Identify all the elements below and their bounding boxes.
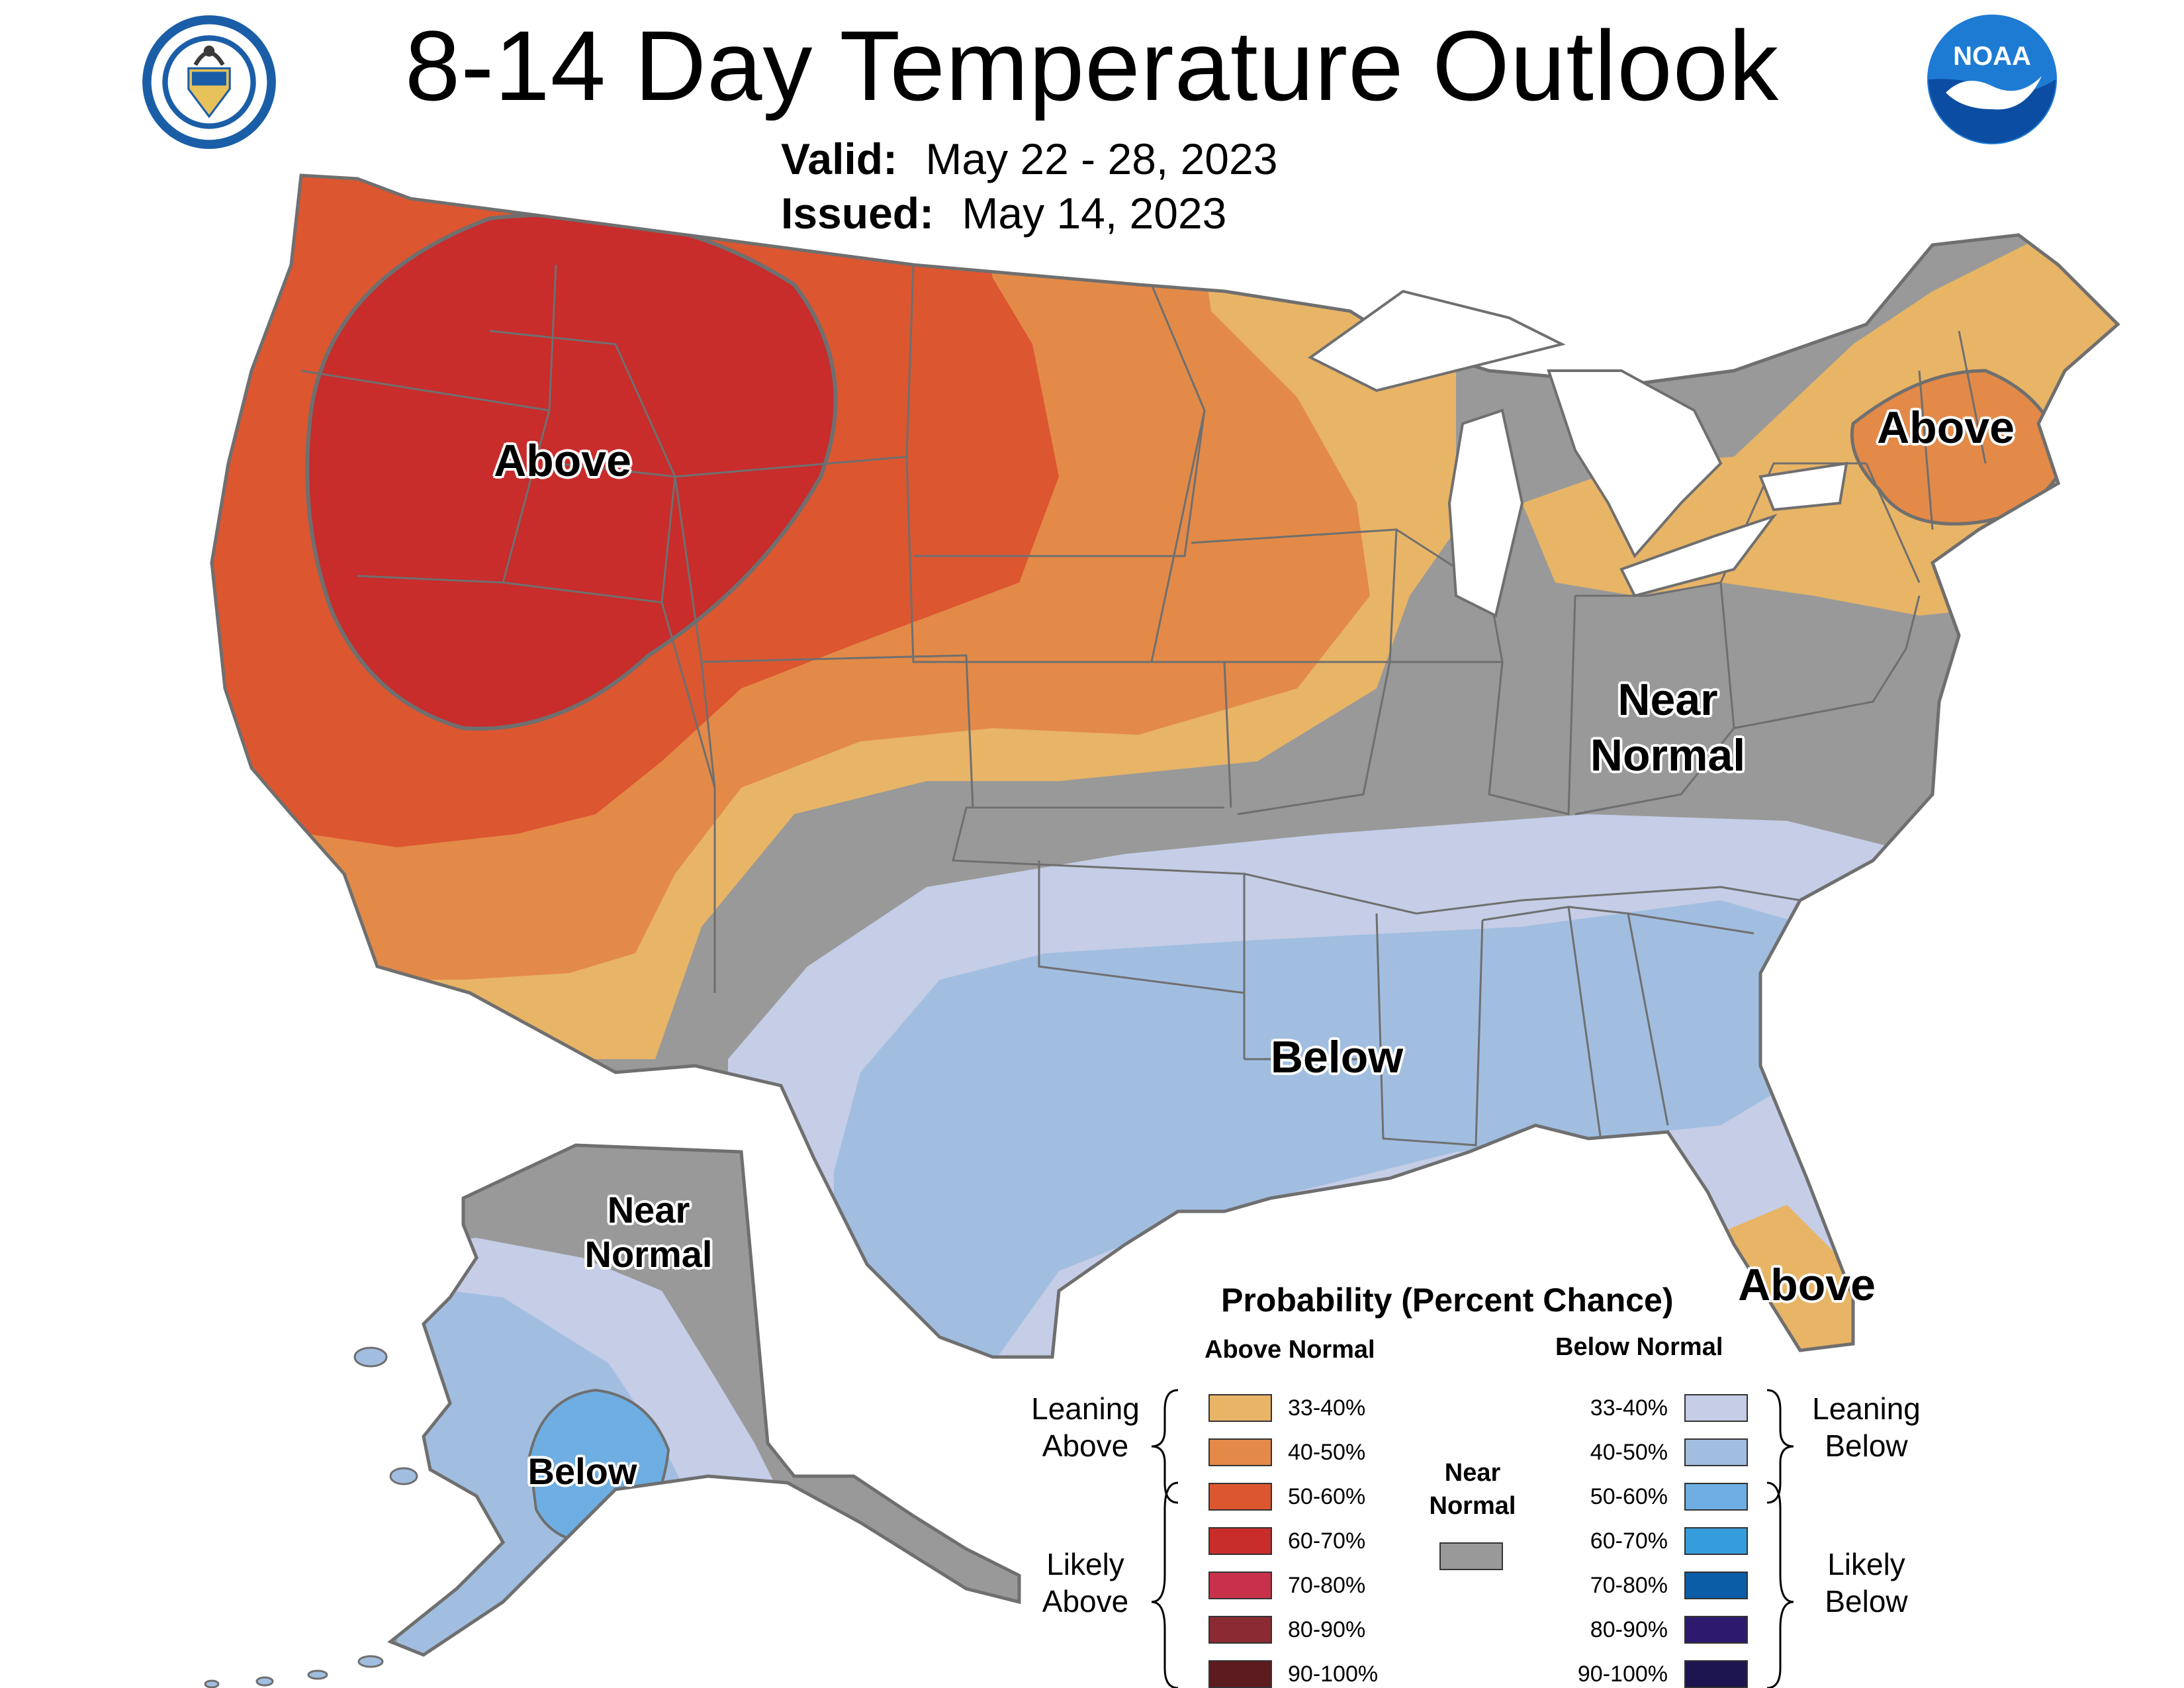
legend-near-line1: Near — [1444, 1459, 1501, 1487]
lake-superior — [1308, 289, 1566, 393]
legend-likely-above-line1: Likely — [1046, 1547, 1124, 1581]
legend-leaning-above: Leaning Above — [1013, 1390, 1158, 1464]
legend-leaning-above-line1: Leaning — [1031, 1391, 1140, 1426]
fl-above-33-40-zone — [1707, 1205, 1866, 1357]
label-south-below: Below — [1270, 1032, 1404, 1082]
legend-above-swatch — [1208, 1527, 1272, 1555]
legend-above-swatch — [1208, 1438, 1272, 1466]
legend-above-label: 70-80% — [1288, 1573, 1366, 1598]
legend-above-label: 40-50% — [1288, 1440, 1366, 1465]
legend-braces — [1151, 1389, 1794, 1688]
label-east-normal: Normal — [1590, 730, 1746, 780]
legend-below-swatch — [1684, 1394, 1748, 1422]
legend-above-swatch — [1208, 1616, 1272, 1644]
legend-likely-above: Likely Above — [1013, 1546, 1158, 1620]
label-fl-above: Above — [1738, 1260, 1876, 1310]
issued-date: May 14, 2023 — [962, 189, 1227, 238]
valid-dates: May 22 - 28, 2023 — [925, 134, 1278, 183]
issued-label: Issued: — [781, 189, 934, 238]
legend-above-label: 80-90% — [1288, 1617, 1366, 1642]
label-ak-normal: Normal — [584, 1233, 713, 1275]
above-60-70-zone — [305, 212, 838, 731]
label-ak-below: Below — [527, 1450, 637, 1492]
valid-line: Valid: May 22 - 28, 2023 — [781, 132, 1277, 185]
legend-above-swatch — [1208, 1483, 1272, 1511]
legend-near-normal-label: Near Normal — [1423, 1456, 1522, 1523]
aleutian-islands — [204, 1346, 418, 1688]
legend-below-label: 33-40% — [1590, 1395, 1668, 1421]
legend-above-swatch — [1208, 1660, 1272, 1688]
legend-above-swatch — [1208, 1394, 1272, 1422]
legend-above-label: 50-60% — [1288, 1484, 1366, 1509]
legend-below-swatch — [1684, 1483, 1748, 1511]
legend-title: Probability (Percent Chance) — [1221, 1282, 1674, 1319]
conus-outline — [210, 173, 2120, 1359]
legend-below-label: 60-70% — [1590, 1528, 1668, 1554]
alaska-outline — [387, 1143, 1021, 1657]
legend-likely-below: Likely Below — [1794, 1546, 1939, 1620]
noaa-logo-text: NOAA — [1953, 42, 2031, 71]
label-west-above: Above — [494, 436, 631, 486]
legend-above-label: 33-40% — [1288, 1395, 1366, 1421]
legend-near-line2: Normal — [1429, 1492, 1516, 1520]
legend-below-label: 80-90% — [1590, 1617, 1668, 1642]
legend-below-label: 50-60% — [1590, 1484, 1668, 1509]
great-lakes — [1308, 289, 1848, 618]
lake-michigan — [1447, 408, 1524, 618]
legend-below-swatch — [1684, 1660, 1748, 1688]
lake-huron — [1547, 369, 1723, 559]
noaa-icon: NOAA — [1927, 15, 2057, 144]
below-40-50-zone — [834, 900, 1827, 1357]
label-east-near: Near — [1617, 675, 1718, 725]
legend-below-swatch — [1684, 1527, 1748, 1555]
lake-ontario — [1758, 461, 1848, 512]
legend-above-header: Above Normal — [1205, 1336, 1375, 1364]
legend-below-swatch — [1684, 1616, 1748, 1644]
legend-near-normal-swatch — [1439, 1542, 1503, 1570]
legend-above-label: 60-70% — [1288, 1528, 1366, 1554]
legend-above-swatch — [1208, 1571, 1272, 1599]
legend-likely-below-line2: Below — [1825, 1584, 1908, 1618]
legend-below-label: 90-100% — [1577, 1662, 1668, 1687]
legend-above-label: 90-100% — [1288, 1662, 1379, 1687]
page-title: 8-14 Day Temperature Outlook — [404, 10, 1780, 121]
valid-label: Valid: — [781, 134, 898, 183]
seal-icon — [142, 15, 276, 149]
legend-below-label: 40-50% — [1590, 1440, 1668, 1465]
label-ak-near: Near — [607, 1189, 690, 1231]
legend-leaning-below-line2: Below — [1825, 1429, 1908, 1463]
lake-erie — [1619, 514, 1778, 598]
legend-leaning-above-line2: Above — [1042, 1429, 1129, 1463]
legend-below-header: Below Normal — [1555, 1333, 1723, 1361]
state-lines — [300, 264, 1987, 1147]
legend-leaning-below: Leaning Below — [1794, 1390, 1939, 1464]
legend-likely-below-line1: Likely — [1827, 1547, 1905, 1581]
legend-likely-above-line2: Above — [1042, 1584, 1129, 1618]
label-ne-above: Above — [1877, 402, 2015, 453]
legend-below-swatch — [1684, 1571, 1748, 1599]
legend-below-label: 70-80% — [1590, 1573, 1668, 1598]
legend-below-swatch — [1684, 1438, 1748, 1466]
issued-line: Issued: May 14, 2023 — [781, 187, 1226, 240]
legend-leaning-below-line1: Leaning — [1812, 1391, 1921, 1426]
